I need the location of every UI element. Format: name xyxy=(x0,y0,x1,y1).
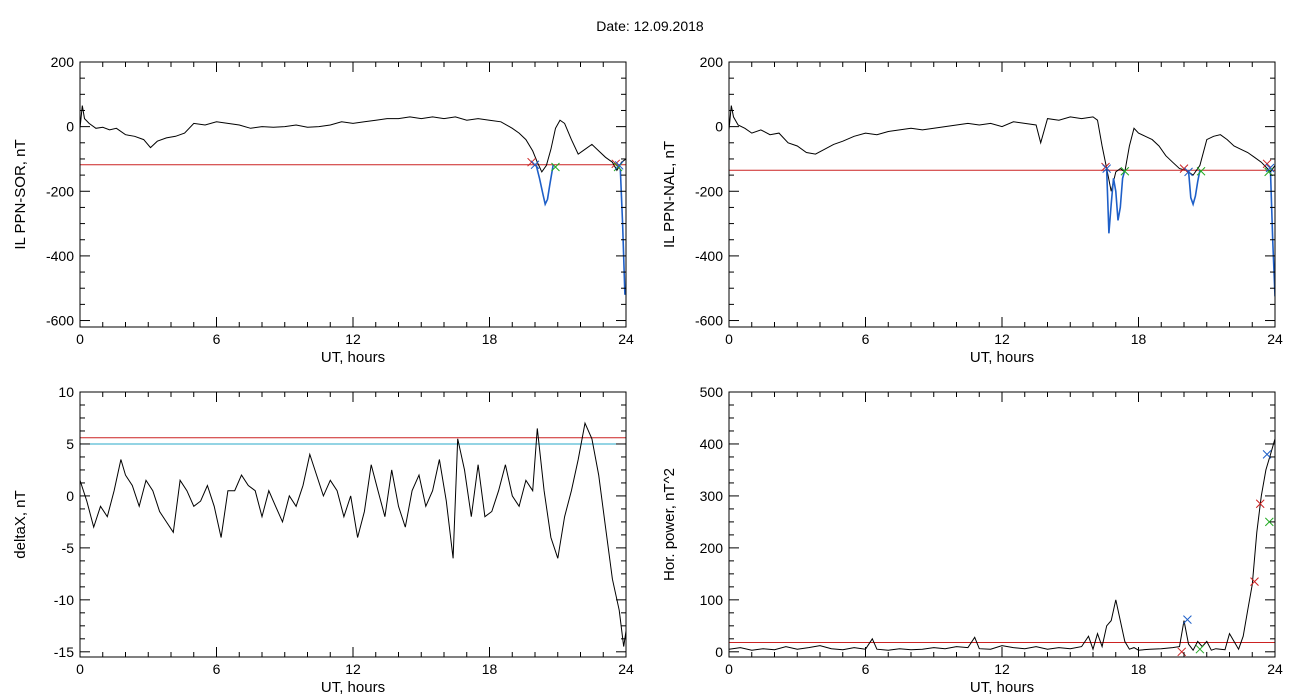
y-tick-label: -15 xyxy=(54,644,74,660)
x-axis-label: UT, hours xyxy=(321,349,385,366)
x-tick-label: 18 xyxy=(482,661,498,677)
x-tick-label: 6 xyxy=(213,661,221,677)
x-tick-label: 12 xyxy=(994,661,1010,677)
y-tick-label: 10 xyxy=(58,384,74,400)
x-tick-label: 12 xyxy=(345,331,361,347)
y-tick-label: 0 xyxy=(66,119,74,135)
event-marker-2 xyxy=(1102,164,1112,173)
plot-panel-4: 0 6 12 18 24 500 400 300 200 100 0 UT, hours Hor. po… xyxy=(661,384,1283,696)
event-marker-7 xyxy=(1262,159,1272,169)
plot-frame xyxy=(79,391,627,658)
series-line-1 xyxy=(729,438,1275,652)
y-tick-label: 400 xyxy=(700,436,724,452)
y-tick-label: 200 xyxy=(51,54,75,70)
y-tick-label: 0 xyxy=(715,644,723,660)
series-line-2 xyxy=(1105,170,1126,234)
y-tick-label: -5 xyxy=(62,540,75,556)
x-tick-label: 0 xyxy=(725,661,733,677)
event-marker-7 xyxy=(1264,517,1274,527)
x-tick-label: 18 xyxy=(1131,331,1147,347)
x-tick-label: 0 xyxy=(725,331,733,347)
x-tick-label: 0 xyxy=(76,661,84,677)
x-tick-label: 12 xyxy=(345,661,361,677)
y-tick-label: -400 xyxy=(46,248,74,264)
y-tick-label: -10 xyxy=(54,592,74,608)
event-marker-5 xyxy=(1184,167,1193,177)
y-tick-label: -200 xyxy=(695,183,723,199)
event-marker-3 xyxy=(1195,644,1205,654)
x-tick-label: 6 xyxy=(862,661,870,677)
x-tick-label: 6 xyxy=(213,331,221,347)
series-line-2 xyxy=(535,164,554,207)
event-marker-3 xyxy=(551,162,560,172)
y-tick-label: -600 xyxy=(695,313,723,329)
x-tick-label: 24 xyxy=(618,661,634,677)
y-axis-label: IL PPN-NAL, nT xyxy=(661,141,678,248)
y-tick-label: -200 xyxy=(46,183,74,199)
event-marker-5 xyxy=(1255,499,1265,509)
x-axis-label: UT, hours xyxy=(970,349,1034,366)
y-tick-label: 5 xyxy=(66,436,74,452)
x-tick-label: 24 xyxy=(618,331,634,347)
series-line-1 xyxy=(729,105,1275,192)
event-marker-4 xyxy=(1250,577,1259,587)
series-line-3 xyxy=(619,168,626,295)
y-tick-label: 300 xyxy=(700,488,724,504)
event-marker-6 xyxy=(1196,166,1206,176)
x-axis-label: UT, hours xyxy=(321,679,385,696)
y-tick-label: -600 xyxy=(46,313,74,329)
y-axis-label: IL PPN-SOR, nT xyxy=(12,139,29,249)
event-marker-2 xyxy=(530,160,540,170)
y-axis-label: Hor. power, nT^2 xyxy=(661,468,678,581)
y-axis-label: deltaX, nT xyxy=(12,490,29,558)
y-tick-label: 200 xyxy=(700,540,724,556)
event-marker-3 xyxy=(1120,166,1130,176)
x-tick-label: 0 xyxy=(76,331,84,347)
x-axis-label: UT, hours xyxy=(970,679,1034,696)
x-tick-label: 12 xyxy=(994,331,1010,347)
series-line-1 xyxy=(80,421,626,647)
event-marker-1 xyxy=(1183,615,1192,624)
y-tick-label: 0 xyxy=(66,488,74,504)
event-marker-2 xyxy=(1177,647,1187,657)
x-tick-label: 18 xyxy=(482,331,498,347)
y-tick-label: -400 xyxy=(695,248,723,264)
event-marker-6 xyxy=(1262,449,1272,459)
series-line-1 xyxy=(80,105,626,173)
plot-panel-2: 0 6 12 18 24 200 0 -200 -400 -600 UT, hours IL PPN-… xyxy=(661,54,1283,366)
plot-frame xyxy=(728,391,1276,658)
event-marker-6 xyxy=(614,161,624,170)
y-tick-label: 500 xyxy=(700,384,724,400)
y-tick-label: 100 xyxy=(700,592,724,608)
x-tick-label: 18 xyxy=(1131,661,1147,677)
event-marker-9 xyxy=(1265,163,1275,173)
plot-panel-1: 0 6 12 18 24 200 0 -200 -400 -600 UT, hours IL PPN-… xyxy=(12,54,634,366)
plot-panel-3: 0 6 12 18 24 10 5 0 -5 -10 -15 UT, hours deltaX, nT xyxy=(12,384,634,696)
x-tick-label: 24 xyxy=(1267,331,1283,347)
figure-title: Date: 12.09.2018 xyxy=(596,18,704,34)
series-line-3 xyxy=(1187,170,1201,207)
plot-frame xyxy=(79,61,627,328)
y-tick-label: 0 xyxy=(715,119,723,135)
x-tick-label: 24 xyxy=(1267,661,1283,677)
series-line-4 xyxy=(1269,171,1275,297)
plot-frame xyxy=(728,61,1276,328)
x-tick-label: 6 xyxy=(862,331,870,347)
event-marker-4 xyxy=(1179,164,1189,173)
y-tick-label: 200 xyxy=(700,54,724,70)
